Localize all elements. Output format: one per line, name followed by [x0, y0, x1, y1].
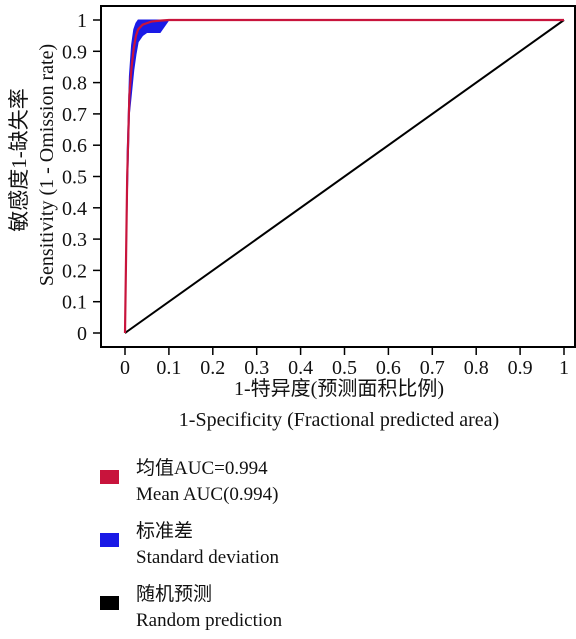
x-tick-label: 0.9: [508, 357, 533, 379]
x-axis-label-cn: 1-特异度(预测面积比例): [234, 377, 444, 400]
black-square-swatch: [100, 596, 119, 610]
y-tick-label: 0.1: [62, 292, 87, 314]
x-tick-label: 0.3: [244, 357, 269, 379]
x-tick-label: 0.2: [200, 357, 225, 379]
blue-square-swatch: [100, 533, 119, 547]
random-prediction-line: [125, 20, 564, 333]
legend-label-en: Mean AUC(0.994): [136, 482, 278, 508]
x-axis-label-en: 1-Specificity (Fractional predicted area…: [179, 409, 499, 431]
x-tick-label: 0: [120, 357, 130, 379]
x-tick-label: 0.4: [288, 357, 313, 379]
y-tick-label: 0.6: [62, 135, 87, 157]
legend-label-cn: 随机预测: [136, 582, 212, 608]
y-tick-label: 0.8: [62, 73, 87, 95]
legend-label-cn: 均值AUC=0.994: [136, 456, 268, 482]
y-tick-label: 0.5: [62, 167, 87, 189]
x-tick-label: 0.7: [420, 357, 445, 379]
y-axis-label-cn: 敏感度1-缺失率: [7, 88, 31, 232]
red-square-swatch: [100, 470, 119, 484]
y-tick-label: 0.4: [62, 198, 87, 220]
y-tick-label: 0.7: [62, 104, 87, 126]
x-tick-label: 1: [559, 357, 569, 379]
plot-area: [125, 20, 564, 333]
x-tick-label: 0.1: [156, 357, 181, 379]
y-tick-label: 0.2: [62, 260, 87, 282]
y-tick-label: 0.3: [62, 229, 87, 251]
legend-label-en: Standard deviation: [136, 545, 279, 571]
y-tick-label: 1: [77, 10, 87, 32]
x-tick-label: 0.8: [464, 357, 489, 379]
y-axis-label-en: Sensitivity (1 - Omission rate): [36, 44, 58, 286]
y-tick-label: 0: [77, 323, 87, 345]
y-tick-label: 0.9: [62, 41, 87, 63]
x-tick-label: 0.6: [376, 357, 401, 379]
legend-label-cn: 标准差: [136, 519, 193, 545]
plot-frame: [101, 6, 575, 347]
legend-label-en: Random prediction: [136, 608, 282, 634]
x-tick-label: 0.5: [332, 357, 357, 379]
